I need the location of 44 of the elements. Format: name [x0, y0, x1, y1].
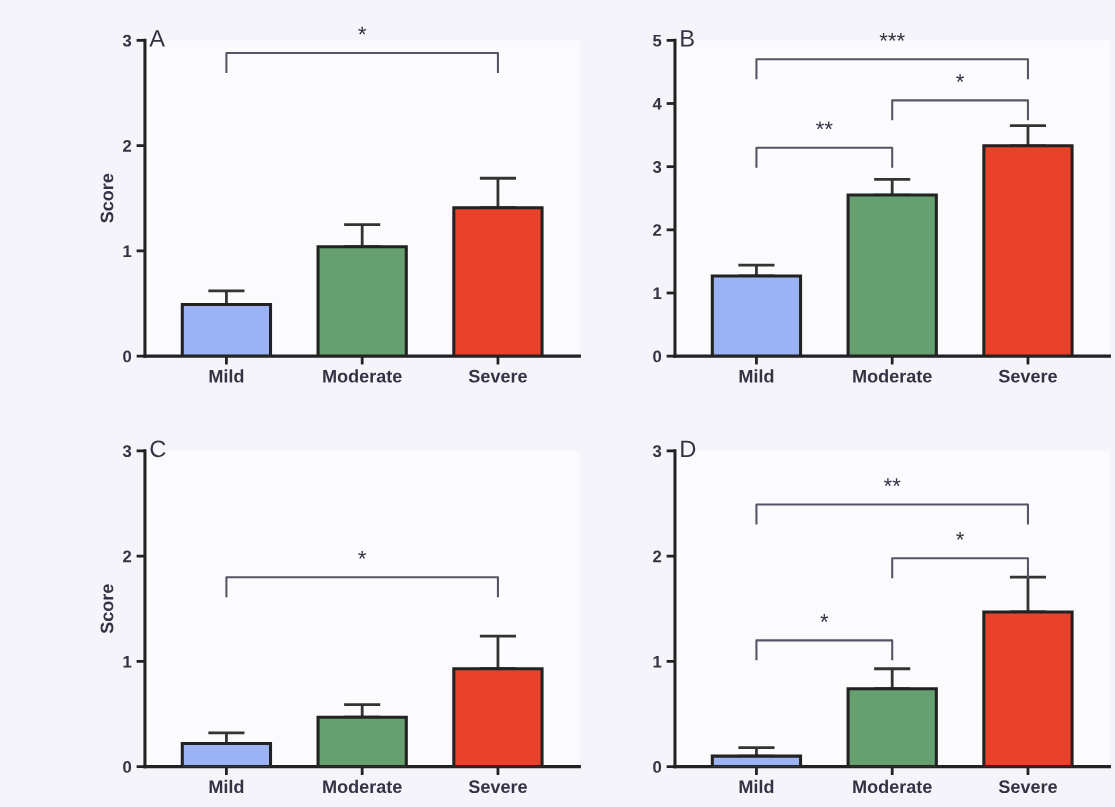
- x-tick-label: Mild: [739, 779, 774, 794]
- y-tick-label: 0: [123, 761, 132, 773]
- y-tick-label: 0: [653, 350, 662, 363]
- y-tick-label: 5: [653, 34, 662, 47]
- x-tick-label: Mild: [209, 369, 244, 383]
- x-tick-label: Mild: [739, 369, 774, 383]
- annotation: *: [820, 614, 829, 622]
- annotation: *: [956, 532, 965, 540]
- y-tick-label: 3: [652, 161, 662, 173]
- y-tick-label: 3: [652, 445, 662, 458]
- x-tick-label: Moderate: [323, 369, 402, 383]
- annotation: **: [816, 121, 833, 130]
- y-tick-label: 2: [653, 224, 662, 236]
- x-tick-label: Mild: [209, 779, 244, 794]
- y-tick-label: 1: [123, 655, 132, 668]
- x-tick-label: Severe: [468, 780, 527, 794]
- y-tick-label: 2: [123, 550, 132, 563]
- annotation: *: [956, 74, 965, 82]
- y-tick-label: 1: [653, 287, 662, 300]
- x-tick-label: Moderate: [323, 779, 402, 794]
- x-tick-label: Moderate: [853, 779, 932, 794]
- chart-title: D: [681, 440, 696, 457]
- y-tick-label: 3: [122, 445, 132, 458]
- y-axis-title: Score: [100, 584, 114, 634]
- y-axis-title: Score: [100, 173, 114, 223]
- annotation: *: [358, 550, 367, 559]
- text: *: [358, 26, 367, 35]
- chart-title: A: [149, 30, 165, 47]
- x-tick-label: Moderate: [853, 369, 932, 383]
- y-tick-label: 0: [653, 761, 662, 773]
- chart-title: C: [150, 440, 166, 458]
- x-tick-label: Severe: [998, 780, 1057, 794]
- y-tick-label: 2: [123, 140, 132, 152]
- y-tick-label: 1: [653, 655, 662, 668]
- chart-title: B: [681, 30, 694, 47]
- y-tick-label: 0: [123, 350, 132, 363]
- x-tick-label: Severe: [468, 369, 527, 383]
- y-tick-label: 2: [653, 550, 662, 563]
- y-tick-label: 3: [122, 34, 132, 47]
- y-tick-label: 1: [123, 245, 132, 257]
- annotation: ***: [879, 33, 905, 41]
- annotation: **: [883, 478, 901, 487]
- y-tick-label: 4: [652, 98, 662, 110]
- x-tick-label: Severe: [998, 369, 1057, 383]
